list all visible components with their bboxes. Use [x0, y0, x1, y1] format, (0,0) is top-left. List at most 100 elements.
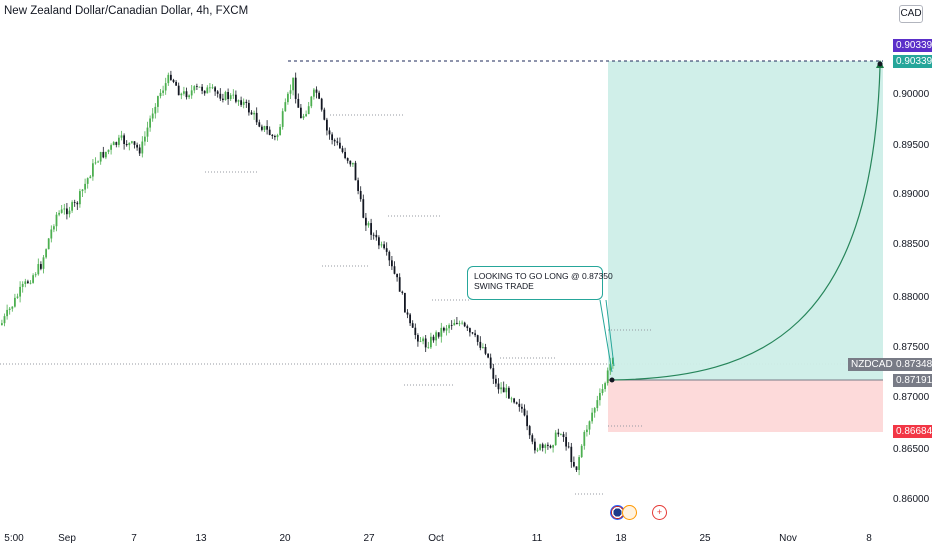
loss-zone[interactable]	[608, 380, 883, 432]
candle-body	[352, 162, 354, 165]
projection-arrow[interactable]	[611, 66, 881, 381]
candle-body	[71, 202, 73, 211]
profit-zone[interactable]	[608, 61, 883, 380]
event-icon[interactable]	[622, 505, 637, 520]
candle-body	[570, 446, 573, 463]
candle-body	[136, 144, 138, 148]
candle-body	[307, 106, 310, 115]
time-axis-label: Oct	[428, 533, 444, 544]
candle-body	[370, 223, 372, 235]
candle-body	[302, 116, 305, 119]
candle-body	[562, 434, 565, 438]
candle-body	[79, 191, 81, 205]
candle-body	[76, 202, 79, 205]
callout-pointer-2	[605, 299, 615, 367]
time-axis-label: 20	[279, 533, 291, 544]
annotation-callout[interactable]: LOOKING TO GO LONG @ 0.87350 SWING TRADE	[467, 266, 613, 300]
candle-body	[92, 163, 94, 177]
candle-body	[547, 444, 549, 446]
price-axis-label: 0.88500	[893, 239, 930, 250]
price-axis-label: 0.89000	[893, 189, 930, 200]
candle-body	[448, 325, 450, 329]
candle-body	[235, 94, 237, 102]
candle-body	[492, 368, 495, 379]
candle-body	[120, 135, 123, 138]
candle-body	[567, 446, 570, 448]
candle-body	[409, 314, 411, 324]
candle-body	[297, 98, 300, 108]
candle-body	[344, 151, 346, 159]
currency-button[interactable]: CAD	[899, 5, 923, 23]
candle-body	[281, 111, 284, 127]
candle-body	[375, 234, 378, 238]
candle-body	[404, 292, 406, 313]
candle-body	[313, 89, 315, 97]
candle-body	[427, 347, 430, 349]
candle-body	[601, 389, 604, 393]
candle-body	[463, 322, 466, 327]
candle-body	[385, 248, 388, 252]
candle-body	[159, 92, 162, 97]
candle-body	[396, 273, 398, 278]
candle-body	[411, 323, 414, 328]
arrow-start-point[interactable]	[609, 377, 615, 383]
candle-body	[515, 402, 518, 404]
candle-body	[523, 408, 526, 416]
price-axis-label: 0.89500	[893, 140, 930, 151]
candle-body	[341, 148, 344, 152]
candle-body	[14, 297, 16, 307]
price-axis-label: 0.86500	[893, 444, 930, 455]
level-lines	[205, 114, 652, 495]
candle-body	[40, 264, 42, 269]
candle-body	[479, 341, 482, 348]
candle-body	[323, 109, 326, 120]
candle-body	[146, 127, 149, 137]
ca-flag-icon[interactable]: +	[652, 505, 667, 520]
candle-body	[47, 238, 50, 250]
candle-body	[196, 86, 198, 87]
candle-body	[105, 151, 107, 158]
time-axis-label: 11	[531, 533, 543, 544]
candle-body	[573, 462, 575, 467]
candle-body	[1, 323, 3, 325]
price-axis-label: 0.90000	[893, 89, 930, 100]
stop-tag: 0.86684	[893, 425, 932, 438]
candle-body	[201, 86, 203, 91]
candle-body	[6, 309, 8, 317]
candle-body	[198, 86, 201, 88]
candle-body	[497, 383, 500, 390]
candle-body	[401, 291, 404, 293]
candle-body	[430, 336, 432, 348]
candle-body	[437, 332, 440, 337]
candle-body	[284, 102, 287, 112]
candle-body	[578, 457, 580, 470]
candle-body	[406, 312, 409, 315]
candle-body	[484, 347, 487, 354]
candle-body	[144, 136, 146, 142]
candle-body	[339, 142, 341, 149]
candle-body	[292, 77, 294, 91]
candle-body	[89, 176, 92, 179]
candle-body	[552, 445, 554, 448]
candle-body	[229, 95, 232, 100]
candle-body	[183, 91, 185, 94]
candle-body	[55, 214, 58, 227]
candle-body	[469, 328, 471, 333]
candle-body	[391, 260, 393, 267]
candle-body	[383, 244, 385, 249]
candle-body	[21, 283, 24, 287]
target-top-tag: 0.90339	[893, 39, 932, 52]
candle-body	[505, 387, 508, 393]
current-price-tag: 0.87348	[893, 358, 932, 371]
candle-body	[27, 281, 29, 283]
candle-body	[443, 327, 445, 331]
candle-body	[131, 141, 133, 143]
candle-body	[502, 387, 505, 393]
candle-body	[37, 264, 40, 275]
arrow-end-point[interactable]	[877, 61, 883, 67]
candle-body	[193, 86, 196, 91]
candle-body	[84, 183, 86, 190]
candle-body	[528, 426, 531, 436]
